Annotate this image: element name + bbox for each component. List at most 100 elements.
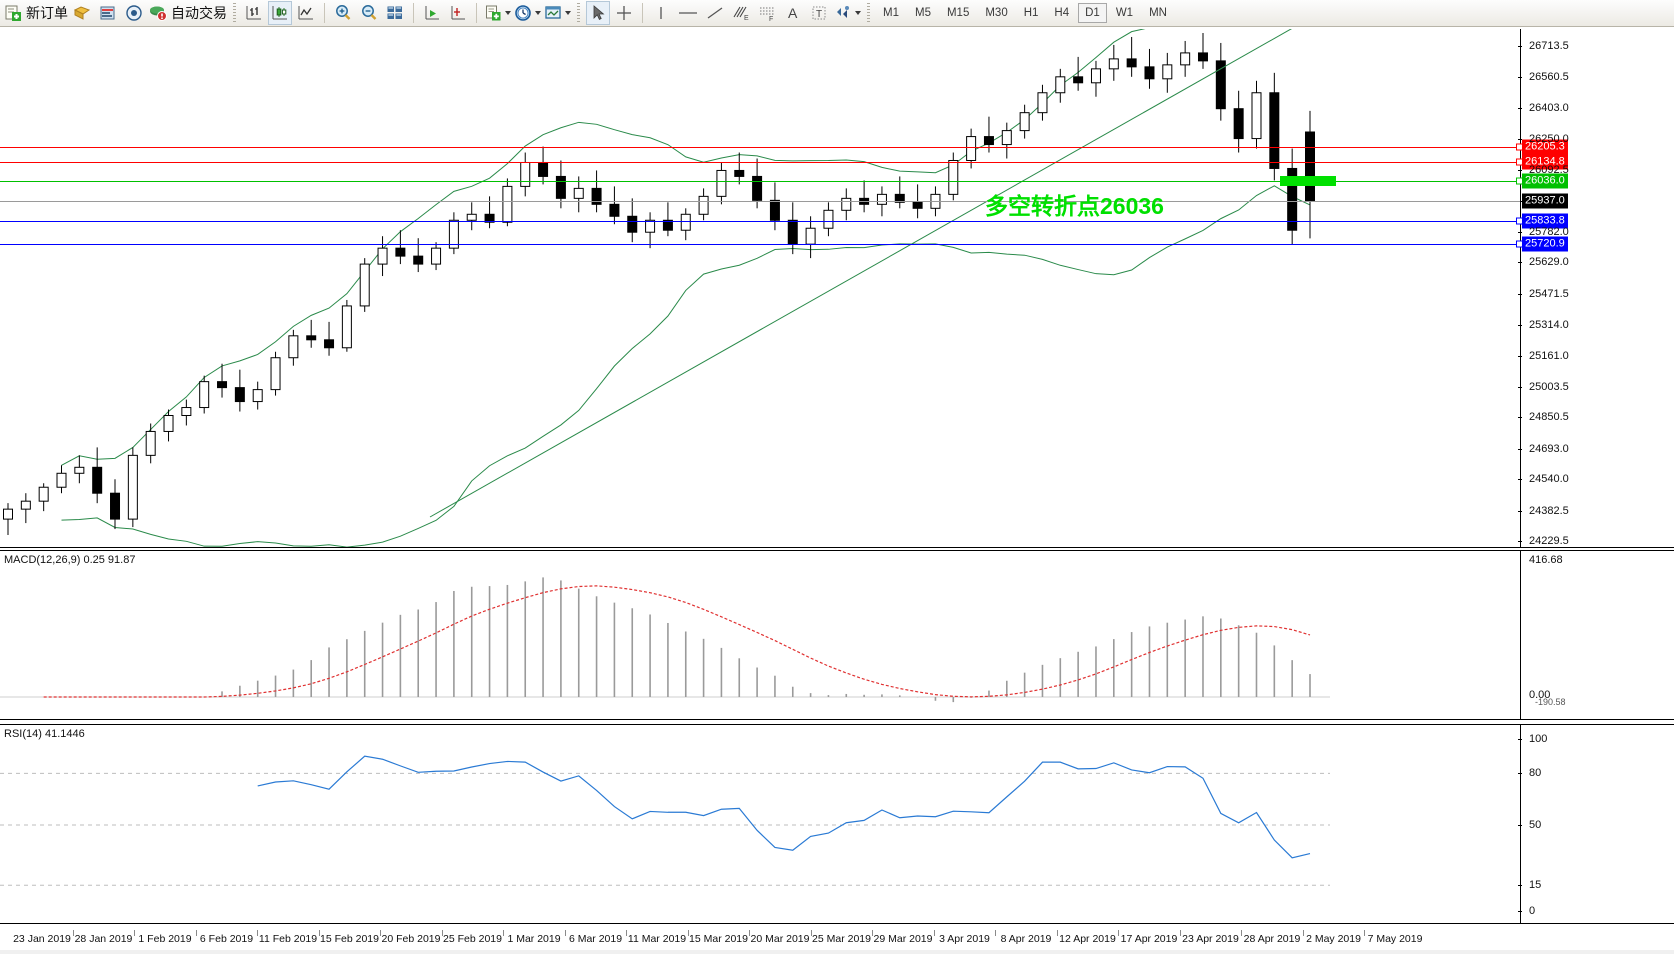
price-axis-label: 25782.0 (1529, 225, 1569, 238)
price-level-handle[interactable] (1516, 217, 1523, 225)
axis-tick (1518, 355, 1522, 357)
new-order-label: 新订单 (26, 5, 68, 21)
rsi-canvas[interactable] (0, 725, 1520, 923)
timeframe-h1[interactable]: H1 (1023, 7, 1039, 19)
price-level-handle[interactable] (1516, 143, 1523, 151)
price-level-handle[interactable] (1516, 177, 1523, 185)
line-chart-button[interactable] (294, 1, 318, 25)
timeframe-w1[interactable]: W1 (1115, 7, 1134, 19)
auto-scroll-button[interactable] (446, 1, 470, 25)
date-axis-tick (72, 930, 74, 936)
rsi-axis-label: 15 (1529, 879, 1542, 892)
date-axis-label: 8 Apr 2019 (1000, 933, 1052, 945)
profiles-button[interactable] (70, 1, 94, 25)
new-order-button[interactable]: 新订单 (3, 1, 68, 25)
crosshair-button[interactable] (612, 1, 636, 25)
bar-chart-icon (246, 6, 261, 20)
templates-button[interactable] (543, 1, 571, 25)
price-axis-label: 24382.5 (1529, 504, 1569, 517)
price-level-tag: 25720.9 (1522, 236, 1568, 252)
price-axis[interactable]: 26205.3 26134.8 26036.0 25937.0 25833.8 25720… (1518, 29, 1674, 547)
toolbar-divider (413, 3, 414, 23)
timeframe-m1[interactable]: M1 (883, 7, 899, 19)
zoom-in-icon (336, 5, 351, 20)
price-level-handle[interactable] (1516, 158, 1523, 166)
date-axis-label: 3 Apr 2019 (939, 933, 990, 945)
axis-tick (1518, 108, 1522, 110)
cursor-icon (593, 5, 605, 20)
macd-axis-label: -190.58 (1535, 697, 1566, 707)
date-axis-label: 23 Apr 2019 (1182, 933, 1239, 945)
axis-tick (1518, 479, 1522, 481)
period-button[interactable] (513, 1, 541, 25)
price-level-line[interactable] (0, 221, 1520, 223)
market-watch-button[interactable] (96, 1, 120, 25)
macd-canvas[interactable] (0, 551, 1520, 719)
svg-text:F: F (769, 16, 773, 23)
price-axis-label: 25471.5 (1529, 287, 1569, 300)
price-level-line[interactable] (0, 181, 1520, 183)
crosshair-icon (617, 6, 631, 20)
timeframe-m30[interactable]: M30 (985, 7, 1008, 19)
chevron-down-icon[interactable] (855, 11, 861, 15)
zoom-in-button[interactable] (331, 1, 355, 25)
zoom-out-icon (362, 5, 377, 20)
chevron-down-icon[interactable] (535, 11, 541, 15)
bar-chart-button[interactable] (242, 1, 266, 25)
cursor-button[interactable] (586, 1, 610, 25)
price-level-line[interactable] (0, 243, 1520, 245)
macd-pane[interactable]: MACD(12,26,9) 0.25 91.87 416.68 0.00 -190.… (0, 550, 1674, 720)
chart-annotation[interactable]: 多空转折点26036 (985, 193, 1164, 220)
arrows-button[interactable] (833, 1, 861, 25)
date-axis-label: 25 Mar 2019 (812, 933, 871, 945)
vertical-line-button[interactable] (649, 1, 673, 25)
date-axis-label: 28 Apr 2019 (1243, 933, 1301, 945)
date-axis-label: 29 Mar 2019 (873, 933, 933, 945)
horizontal-scrollbar[interactable] (0, 950, 1674, 954)
axis-tick (1518, 739, 1522, 740)
date-axis-tick (933, 930, 935, 936)
price-axis-label: 24693.0 (1529, 442, 1569, 455)
price-axis-label: 26713.5 (1529, 40, 1569, 53)
date-axis-tick (687, 930, 689, 936)
navigator-button[interactable] (122, 1, 146, 25)
price-level-line[interactable] (0, 161, 1520, 163)
price-level-line[interactable] (0, 147, 1520, 149)
elliott-wave-button[interactable]: E (729, 1, 753, 25)
shift-end-button[interactable] (420, 1, 444, 25)
autotrade-button[interactable]: 自动交易 (148, 1, 227, 25)
zoom-out-button[interactable] (357, 1, 381, 25)
axis-tick (1518, 138, 1522, 140)
price-chart-pane[interactable]: 26205.3 26134.8 26036.0 25937.0 25833.8 25720… (0, 29, 1674, 548)
price-level-tag: 25937.0 (1522, 193, 1568, 209)
axis-tick (1518, 169, 1522, 171)
add-indicator-button[interactable] (483, 1, 511, 25)
price-level-line[interactable] (0, 200, 1520, 202)
timeframe-mn[interactable]: MN (1149, 7, 1167, 19)
macd-axis-label: 416.68 (1529, 554, 1563, 566)
horizontal-line-button[interactable] (675, 1, 701, 25)
price-level-tag: 26205.3 (1522, 139, 1568, 155)
horizontal-line-icon (679, 12, 697, 14)
chevron-down-icon[interactable] (505, 11, 511, 15)
macd-title: MACD(12,26,9) 0.25 91.87 (4, 554, 136, 566)
date-axis-tick (1364, 930, 1365, 936)
timeframe-d1[interactable]: D1 (1078, 3, 1107, 23)
timeframe-h4[interactable]: H4 (1054, 7, 1070, 19)
price-level-handle[interactable] (1516, 240, 1523, 248)
timeframe-m5[interactable]: M5 (914, 7, 931, 19)
trendline-button[interactable] (703, 1, 727, 25)
fibonacci-button[interactable]: F (755, 1, 779, 25)
rsi-axis[interactable]: 100 80 50 15 0 (1518, 725, 1674, 923)
macd-axis-label: 0.00 (1529, 689, 1551, 701)
candlestick-chart-button[interactable] (268, 1, 292, 25)
price-chart-canvas[interactable] (0, 29, 1520, 547)
macd-axis[interactable]: 416.68 0.00 -190.58 (1520, 551, 1674, 719)
rsi-pane[interactable]: RSI(14) 41.1446 100 80 50 15 0 (0, 724, 1674, 924)
main-toolbar: 新订单 (0, 0, 1674, 27)
text-button[interactable]: A (781, 1, 805, 25)
tile-windows-button[interactable] (383, 1, 407, 25)
chevron-down-icon[interactable] (565, 11, 571, 15)
timeframe-m15[interactable]: M15 (946, 7, 970, 19)
text-label-button[interactable]: T (807, 1, 831, 25)
